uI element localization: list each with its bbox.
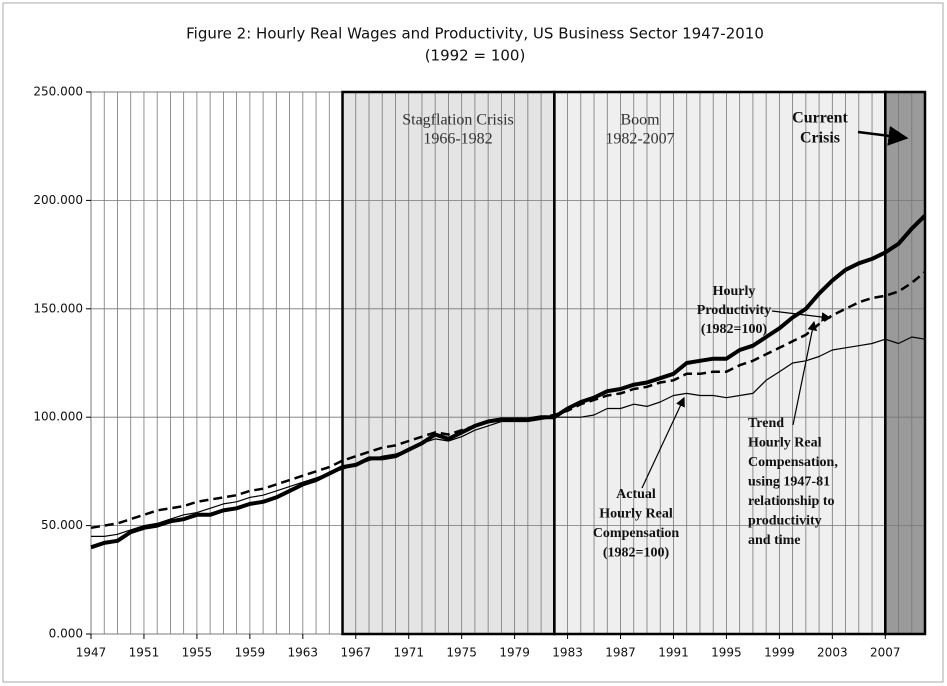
- chart-subtitle: (1992 = 100): [425, 47, 526, 65]
- series-annotation: Hourly Real: [748, 436, 822, 451]
- series-annotation: Compensation: [593, 526, 680, 541]
- x-tick-label: 1979: [499, 646, 530, 660]
- series-line: [90, 214, 927, 550]
- series-annotation: Productivity: [697, 303, 771, 318]
- series-annotation: (1982=100): [701, 322, 768, 337]
- series-annotation: and time: [748, 533, 801, 548]
- region-label: 1966-1982: [423, 131, 492, 148]
- shaded-region: [885, 92, 925, 634]
- y-tick-label: 200.000: [33, 193, 83, 207]
- y-tick-label: 50.000: [41, 518, 83, 532]
- x-tick-label: 1983: [552, 646, 583, 660]
- region-label: Crisis: [800, 130, 840, 147]
- region-label: Current: [792, 110, 848, 127]
- x-tick-label: 1963: [288, 646, 319, 660]
- series-annotation: Trend: [748, 416, 784, 431]
- y-tick-label: 250.000: [33, 85, 83, 99]
- annotation-arrow: [771, 310, 832, 322]
- x-tick-label: 1975: [446, 646, 477, 660]
- x-tick-label: 1951: [129, 646, 160, 660]
- series-annotation: Actual: [616, 487, 656, 502]
- x-tick-label: 1991: [658, 646, 689, 660]
- series-annotation: productivity: [748, 514, 822, 529]
- y-tick-label: 150.000: [33, 301, 83, 315]
- annotation-arrow: [792, 320, 818, 426]
- y-tick-label: 0.000: [49, 627, 83, 641]
- region-label: Boom: [620, 112, 660, 129]
- region-label: Stagflation Crisis: [402, 112, 514, 129]
- x-tick-label: 1971: [393, 646, 424, 660]
- series-line: [90, 270, 926, 530]
- x-tick-label: 1999: [764, 646, 795, 660]
- x-tick-label: 1967: [340, 646, 371, 660]
- series-layer: [90, 90, 927, 636]
- region-label: 1982-2007: [605, 131, 674, 148]
- series-annotation: Compensation,: [748, 455, 838, 470]
- x-tick-label: 1955: [182, 646, 213, 660]
- series-annotation: using 1947-81: [748, 475, 830, 490]
- annotation-arrow: [641, 396, 685, 489]
- shaded-region: [554, 92, 886, 634]
- series-annotation: Hourly: [713, 284, 756, 299]
- x-tick-label: 1959: [235, 646, 266, 660]
- x-tick-label: 2003: [817, 646, 848, 660]
- x-tick-label: 1995: [711, 646, 742, 660]
- annotation-arrow: [857, 125, 909, 146]
- series-annotation: (1982=100): [603, 546, 670, 561]
- background-layer: [86, 91, 926, 639]
- series-annotation: relationship to: [748, 494, 834, 509]
- label-layer: Figure 2: Hourly Real Wages and Producti…: [33, 25, 909, 660]
- series-line: [91, 336, 926, 537]
- x-tick-label: 1947: [76, 646, 107, 660]
- x-tick-label: 2007: [870, 646, 901, 660]
- series-annotation: Hourly Real: [599, 507, 673, 522]
- region-border: [884, 90, 927, 636]
- y-tick-label: 100.000: [33, 410, 83, 424]
- x-tick-label: 1987: [605, 646, 636, 660]
- chart-title: Figure 2: Hourly Real Wages and Producti…: [186, 25, 764, 43]
